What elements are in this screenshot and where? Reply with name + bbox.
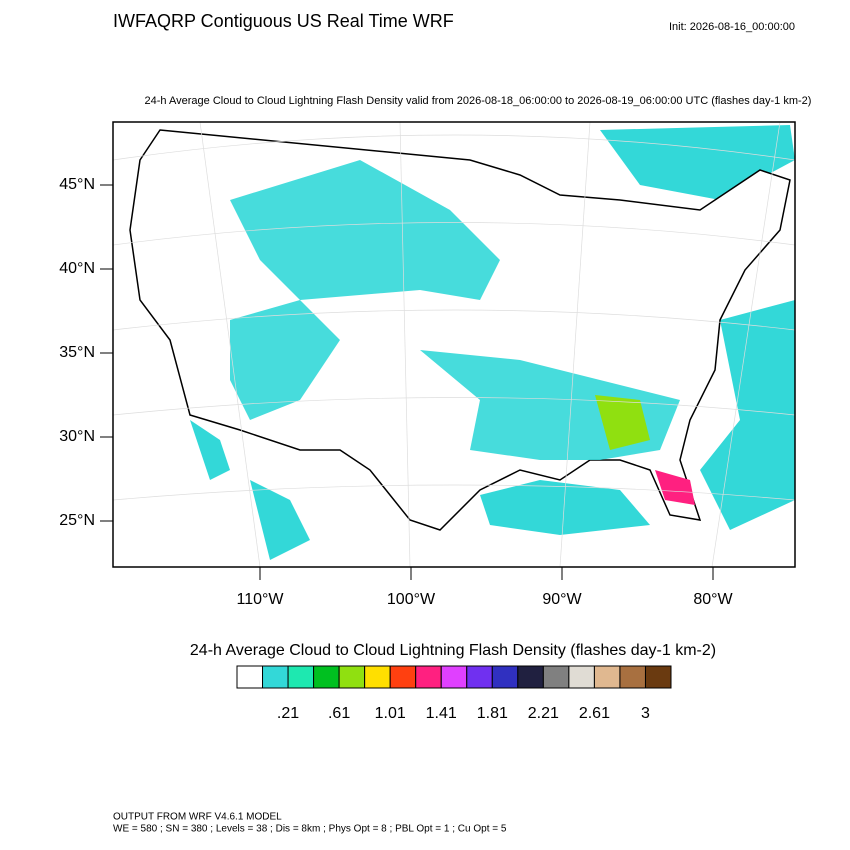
lat-label: 25°N <box>59 512 95 529</box>
lon-label: 90°W <box>542 591 582 608</box>
lat-label: 30°N <box>59 428 95 445</box>
colorbar-box <box>466 665 493 689</box>
field-area <box>190 420 230 480</box>
map-frame <box>112 121 796 568</box>
field-area <box>480 480 650 535</box>
field-area <box>230 300 340 420</box>
footer-line: WE = 580 ; SN = 380 ; Levels = 38 ; Dis … <box>113 824 507 835</box>
colorbar-box <box>517 665 544 689</box>
colorbar-label: 2.61 <box>579 705 610 722</box>
subtitle: 24-h Average Cloud to Cloud Lightning Fl… <box>145 95 812 107</box>
field-area <box>595 395 650 450</box>
field-area <box>700 300 795 530</box>
colorbar-box <box>389 665 417 689</box>
colorbar-box <box>236 665 264 689</box>
colorbar-box <box>440 665 468 689</box>
field-area <box>655 470 695 505</box>
title: IWFAQRP Contiguous US Real Time WRF <box>113 11 454 31</box>
field-area <box>250 480 310 560</box>
map <box>112 121 796 568</box>
colorbar-box <box>415 665 442 689</box>
colorbar-label: 2.21 <box>528 705 559 722</box>
colorbar-box <box>542 665 570 689</box>
colorbar-box <box>593 665 621 689</box>
lat-label: 45°N <box>59 176 95 193</box>
footer-line: OUTPUT FROM WRF V4.6.1 MODEL <box>113 812 282 823</box>
colorbar-label: .21 <box>277 705 299 722</box>
lat-label: 35°N <box>59 344 95 361</box>
colorbar-box <box>364 665 391 689</box>
colorbar-box <box>262 665 289 689</box>
colorbar-label: 1.41 <box>426 705 457 722</box>
init-time: Init: 2026-08-16_00:00:00 <box>669 21 795 33</box>
colorbar-label: 3 <box>641 705 650 722</box>
lon-label: 80°W <box>693 591 733 608</box>
colorbar-box <box>491 665 519 689</box>
colorbar-label: 1.81 <box>477 705 508 722</box>
lon-label: 110°W <box>236 591 284 608</box>
colorbar-box <box>287 665 315 689</box>
colorbar-label: 1.01 <box>375 705 406 722</box>
lon-label: 100°W <box>387 591 436 608</box>
colorbar-box <box>338 665 366 689</box>
field-area <box>230 160 500 300</box>
colorbar-box <box>313 665 340 689</box>
colorbar-label: .61 <box>328 705 350 722</box>
colorbar-box <box>568 665 595 689</box>
colorbar-box <box>619 665 646 689</box>
lat-label: 40°N <box>59 260 95 277</box>
colorbar-box <box>644 665 672 689</box>
colorbar-title: 24-h Average Cloud to Cloud Lightning Fl… <box>190 642 716 659</box>
